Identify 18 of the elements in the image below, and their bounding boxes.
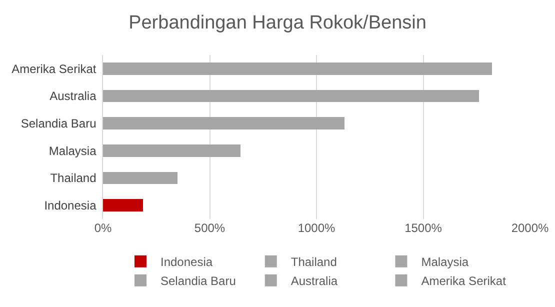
legend-label: Amerika Serikat xyxy=(421,274,507,288)
legend-label: Australia xyxy=(290,274,338,288)
legend-label: Indonesia xyxy=(160,255,213,270)
x-tick-label: 0% xyxy=(94,221,112,235)
y-tick-label: Australia xyxy=(50,89,100,104)
y-tick-label: Amerika Serikat xyxy=(12,62,100,76)
y-tick-label: Indonesia xyxy=(44,198,100,213)
legend-label: Selandia Baru xyxy=(160,274,236,288)
legend-label: Thailand xyxy=(290,255,337,270)
y-tick-label: Thailand xyxy=(50,171,100,186)
y-tick-label: Selandia Baru xyxy=(20,116,100,131)
chart-title: Perbandingan Harga Rokok/Bensin xyxy=(128,12,426,34)
y-tick-label: Malaysia xyxy=(48,144,100,158)
legend-label: Malaysia xyxy=(421,255,469,270)
x-tick-label: 1000% xyxy=(298,221,336,235)
x-tick-label: 1500% xyxy=(404,221,442,235)
x-tick-label: 2000% xyxy=(511,221,550,235)
x-tick-label: 500% xyxy=(194,221,226,235)
